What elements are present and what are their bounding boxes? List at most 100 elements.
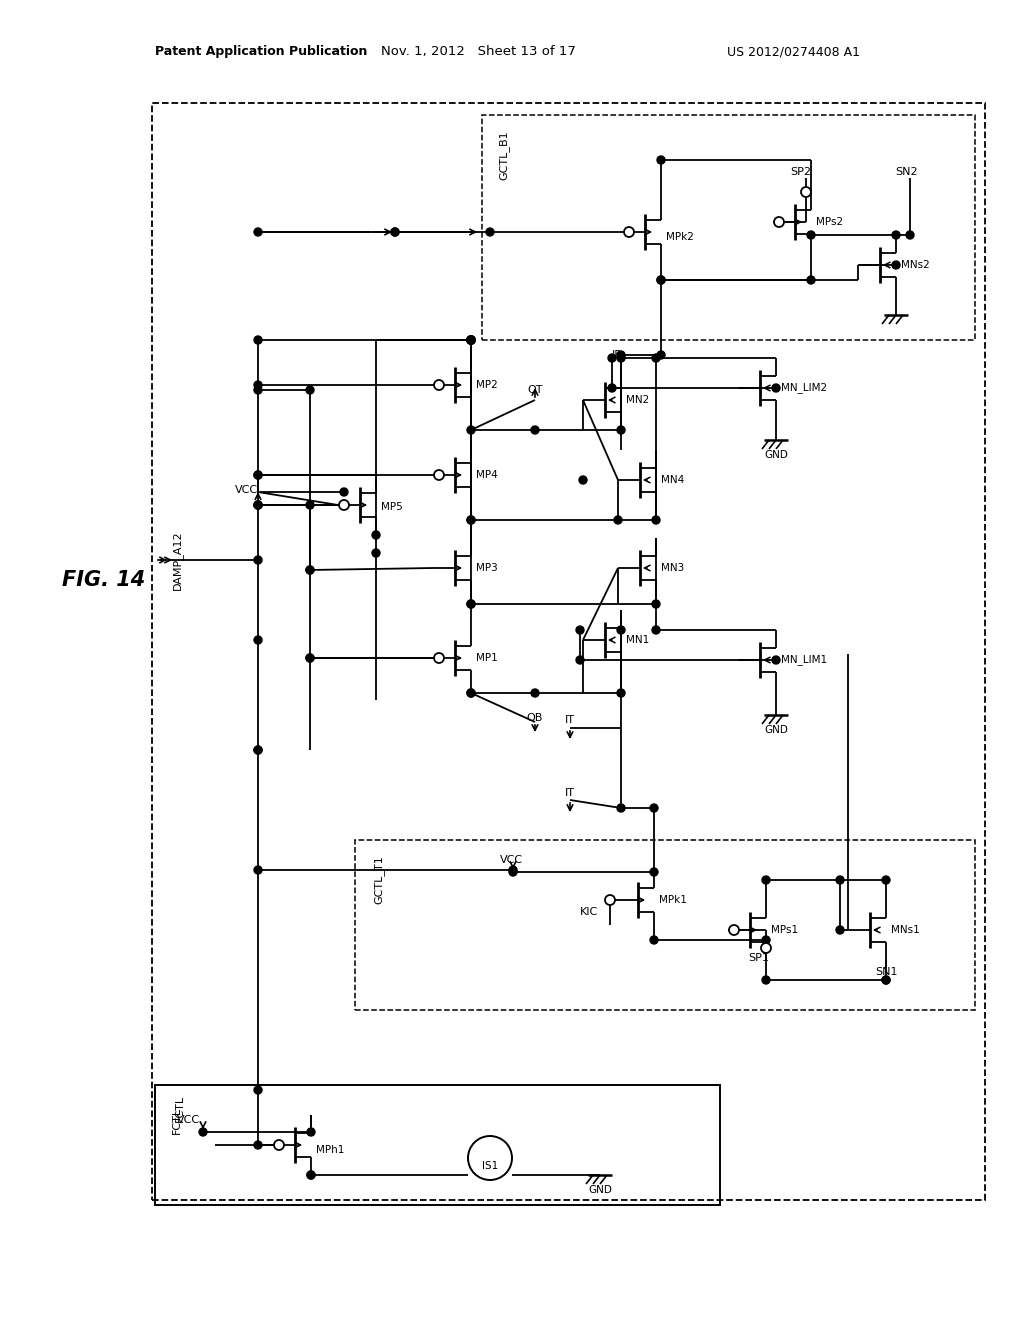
Text: MPk2: MPk2 <box>666 232 694 242</box>
Text: MP1: MP1 <box>476 653 498 663</box>
Circle shape <box>467 337 475 345</box>
Circle shape <box>254 1086 262 1094</box>
Circle shape <box>254 381 262 389</box>
Text: MPs1: MPs1 <box>771 925 798 935</box>
Circle shape <box>617 804 625 812</box>
Circle shape <box>306 566 314 574</box>
Text: GCTL_B1: GCTL_B1 <box>498 131 509 180</box>
Circle shape <box>882 876 890 884</box>
Circle shape <box>254 556 262 564</box>
Circle shape <box>509 869 517 876</box>
Circle shape <box>254 471 262 479</box>
Circle shape <box>467 689 475 697</box>
Circle shape <box>372 531 380 539</box>
Text: VCC: VCC <box>234 484 258 495</box>
Text: Nov. 1, 2012   Sheet 13 of 17: Nov. 1, 2012 Sheet 13 of 17 <box>381 45 575 58</box>
Circle shape <box>306 653 314 663</box>
Circle shape <box>605 895 615 906</box>
Circle shape <box>657 276 665 284</box>
Circle shape <box>509 866 517 874</box>
Text: FIG. 14: FIG. 14 <box>62 570 145 590</box>
Circle shape <box>467 337 475 345</box>
Text: MP3: MP3 <box>476 564 498 573</box>
Circle shape <box>339 500 349 510</box>
Circle shape <box>657 351 665 359</box>
Text: KIC: KIC <box>580 907 598 917</box>
Circle shape <box>614 516 622 524</box>
Text: SP2: SP2 <box>790 168 811 177</box>
Circle shape <box>650 869 658 876</box>
Circle shape <box>762 936 770 944</box>
Bar <box>155 1085 720 1205</box>
Text: GND: GND <box>764 450 787 459</box>
Circle shape <box>729 925 739 935</box>
Text: SP1: SP1 <box>748 953 769 964</box>
Circle shape <box>434 653 444 663</box>
Circle shape <box>467 337 475 345</box>
Circle shape <box>531 426 539 434</box>
Text: MPh1: MPh1 <box>316 1144 344 1155</box>
Circle shape <box>652 601 660 609</box>
Circle shape <box>774 216 784 227</box>
Circle shape <box>307 1129 315 1137</box>
Text: MPs2: MPs2 <box>816 216 843 227</box>
Text: VCC: VCC <box>500 855 523 865</box>
Circle shape <box>836 927 844 935</box>
Text: GND: GND <box>588 1185 612 1195</box>
Text: MN_LIM2: MN_LIM2 <box>781 383 827 393</box>
Text: GND: GND <box>764 725 787 735</box>
Text: MN_LIM1: MN_LIM1 <box>781 655 827 665</box>
Text: IS1: IS1 <box>482 1162 498 1171</box>
Circle shape <box>467 426 475 434</box>
Circle shape <box>761 942 771 953</box>
Circle shape <box>892 231 900 239</box>
Circle shape <box>467 337 475 345</box>
Text: IB: IB <box>612 350 623 360</box>
Circle shape <box>807 276 815 284</box>
Circle shape <box>307 1171 315 1179</box>
Text: MP2: MP2 <box>476 380 498 389</box>
Circle shape <box>306 653 314 663</box>
Circle shape <box>467 337 475 345</box>
Text: MNs1: MNs1 <box>891 925 920 935</box>
Circle shape <box>254 746 262 754</box>
Circle shape <box>199 1129 207 1137</box>
Circle shape <box>652 354 660 362</box>
Circle shape <box>801 187 811 197</box>
Bar <box>152 103 985 1200</box>
Circle shape <box>807 231 815 239</box>
Circle shape <box>254 228 262 236</box>
Bar <box>355 840 975 1010</box>
Circle shape <box>434 470 444 480</box>
Circle shape <box>906 231 914 239</box>
Circle shape <box>575 626 584 634</box>
Circle shape <box>467 516 475 524</box>
Circle shape <box>254 866 262 874</box>
Circle shape <box>772 384 780 392</box>
Circle shape <box>575 656 584 664</box>
Circle shape <box>306 502 314 510</box>
Circle shape <box>274 1140 284 1150</box>
Circle shape <box>307 1171 315 1179</box>
Text: MN4: MN4 <box>662 475 684 484</box>
Text: MNs2: MNs2 <box>901 260 930 271</box>
Text: IT: IT <box>565 788 575 799</box>
Circle shape <box>617 626 625 634</box>
Circle shape <box>391 228 399 236</box>
Text: FCTL: FCTL <box>175 1094 185 1122</box>
Circle shape <box>467 601 475 609</box>
Bar <box>482 115 975 341</box>
Circle shape <box>254 636 262 644</box>
Circle shape <box>657 156 665 164</box>
Text: OT: OT <box>527 385 543 395</box>
Text: US 2012/0274408 A1: US 2012/0274408 A1 <box>727 45 860 58</box>
Circle shape <box>892 261 900 269</box>
Circle shape <box>254 471 262 479</box>
Text: MN3: MN3 <box>662 564 684 573</box>
Circle shape <box>467 689 475 697</box>
Circle shape <box>652 516 660 524</box>
Text: MP4: MP4 <box>476 470 498 480</box>
Circle shape <box>762 876 770 884</box>
Circle shape <box>836 876 844 884</box>
Circle shape <box>486 228 494 236</box>
